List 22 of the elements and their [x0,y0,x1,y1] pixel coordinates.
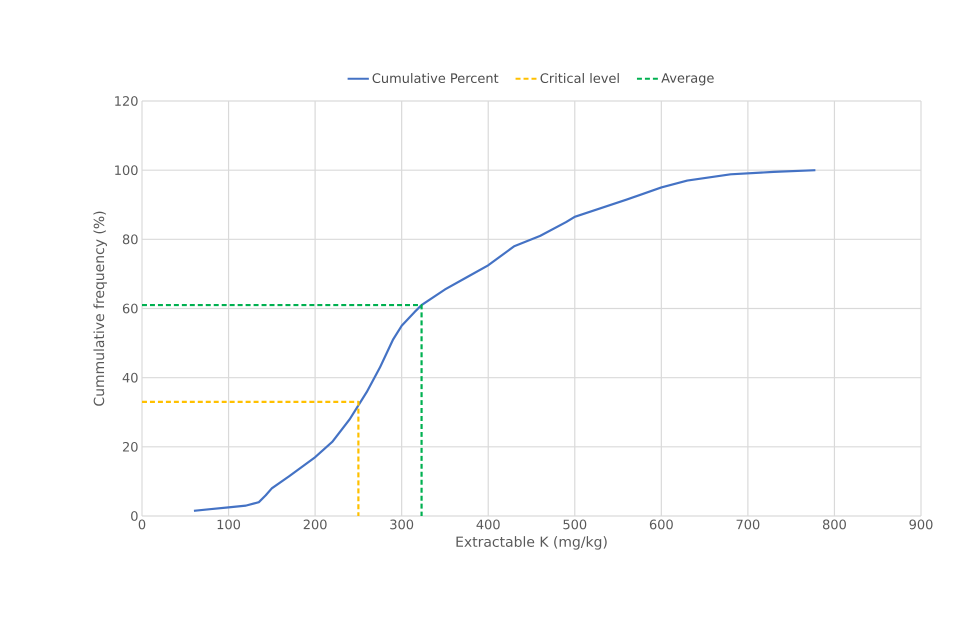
x-tick-label: 700 [736,520,760,530]
y-tick-label: 40 [122,372,138,383]
x-tick-label: 500 [563,520,586,530]
legend-label: Average [661,73,714,86]
y-tick-label: 120 [115,96,138,106]
x-tick-label: 600 [650,520,673,530]
x-tick-label: 400 [476,520,500,530]
x-tick-label: 200 [304,520,327,530]
y-tick-label: 100 [115,165,138,176]
y-tick-label: 60 [122,304,138,314]
legend-label: Critical level [540,73,619,84]
y-axis-title: Cummulative frequency (%) [93,212,107,406]
x-tick-label: 800 [822,520,846,530]
legend-label: Cumulative Percent [372,73,498,84]
y-tick-label: 80 [122,234,138,244]
x-tick-label: 100 [218,520,240,530]
y-tick-label: 0 [131,511,138,521]
x-axis-title: Extractable K (mg/kg) [456,536,607,550]
x-tick-label: 0 [138,520,146,530]
x-tick-label: 300 [390,520,414,530]
x-tick-label: 900 [909,520,932,530]
y-tick-label: 20 [122,442,138,452]
